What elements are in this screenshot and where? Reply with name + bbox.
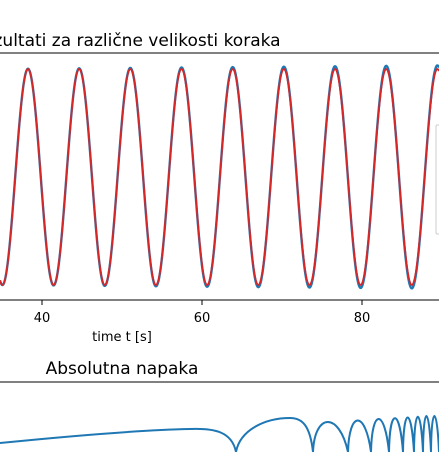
error-curve-arch-6	[413, 416, 424, 452]
top-series-line-2	[0, 68, 439, 286]
bottom-chart-title: Absolutna napaka	[46, 359, 199, 379]
error-curve-arch-2	[347, 419, 372, 452]
bottom-series-group	[0, 415, 439, 452]
error-curve-arch-4	[388, 417, 404, 452]
top-chart-title: Rezultati za različne velikosti koraka	[0, 31, 281, 51]
x-tick-label-80: 80	[354, 311, 371, 326]
error-curve-arch-5	[402, 416, 415, 452]
error-curve-arch-3	[370, 418, 390, 452]
error-curve-segment-1	[0, 427, 237, 452]
x-tick-label-40: 40	[34, 311, 51, 326]
error-curve-segment-2	[235, 416, 314, 452]
error-curve-arch-8	[430, 415, 439, 452]
error-curve-arch-7	[422, 415, 432, 452]
top-chart: Rezultati za različne velikosti koraka 4…	[0, 31, 439, 345]
legend-frame	[435, 124, 439, 235]
error-curve-arch-1	[312, 421, 349, 452]
top-x-axis-label: time t [s]	[92, 330, 152, 345]
top-series-group	[0, 64, 439, 290]
x-tick-label-60: 60	[194, 311, 211, 326]
top-x-ticks: 40 60 80	[34, 300, 371, 326]
bottom-chart: Absolutna napaka	[0, 359, 439, 452]
